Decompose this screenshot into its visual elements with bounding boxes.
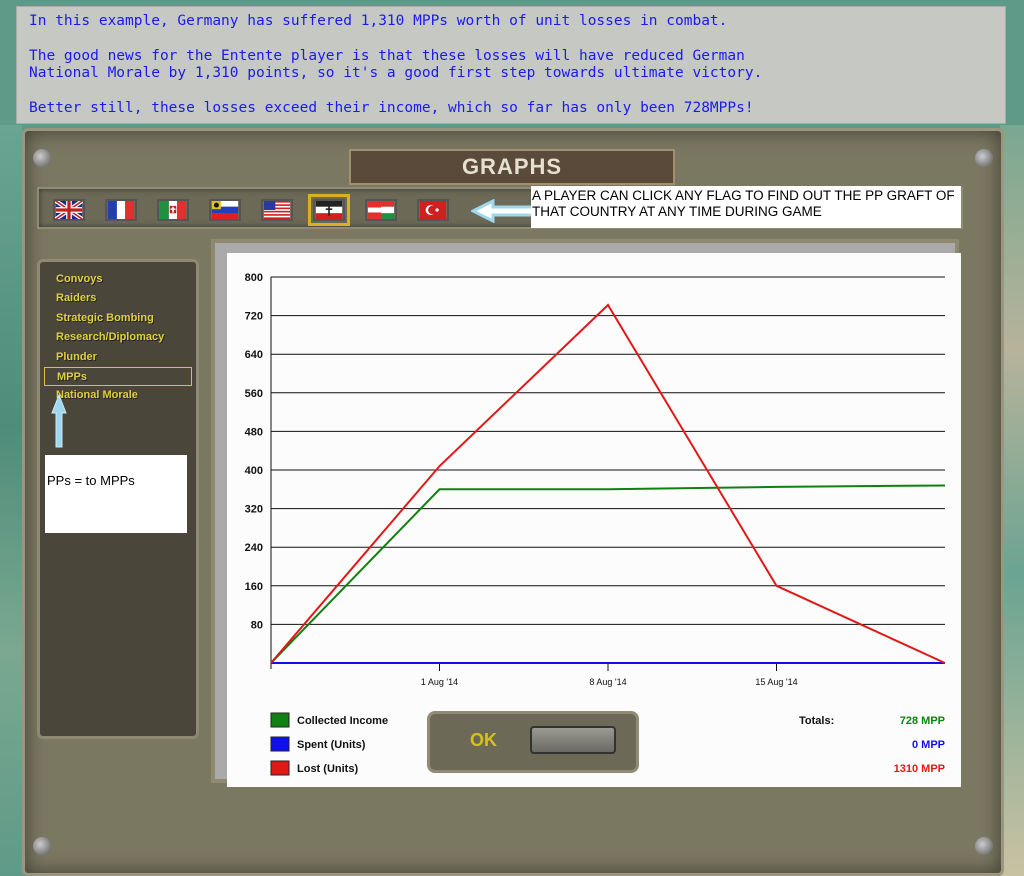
sidebar-item-strategic-bombing[interactable]: Strategic Bombing <box>56 311 154 324</box>
y-tick-label: 160 <box>245 581 263 593</box>
germany-flag[interactable] <box>308 194 350 226</box>
y-tick-label: 560 <box>245 388 263 400</box>
series-line-collected-income <box>270 484 946 664</box>
y-tick-label: 400 <box>245 465 263 477</box>
y-tick-label: 720 <box>245 311 263 323</box>
x-tick-label: 15 Aug '14 <box>755 677 797 687</box>
legend-label: Spent (Units) <box>297 739 366 751</box>
rivet-icon <box>975 837 993 855</box>
ok-panel: OK <box>427 711 639 773</box>
sidebar-item-mpps[interactable]: MPPs <box>44 366 192 387</box>
tutorial-note: In this example, Germany has suffered 1,… <box>16 6 1006 124</box>
graphs-dialog: GRAPHS A PLAYER CAN CLICK ANY FLAG TO FI… <box>22 128 1004 876</box>
y-tick-label: 240 <box>245 542 263 554</box>
legend-swatch <box>270 760 290 776</box>
ottoman-flag[interactable] <box>417 199 449 221</box>
italy-flag[interactable] <box>157 199 189 221</box>
map-background-right <box>1000 125 1024 876</box>
y-tick-label: 480 <box>245 426 263 438</box>
map-background-left <box>0 125 22 876</box>
rivet-icon <box>33 837 51 855</box>
pps-note: PPs = to MPPs <box>45 455 187 533</box>
legend-label: Lost (Units) <box>297 763 358 775</box>
y-tick-label: 320 <box>245 504 263 516</box>
sidebar-item-plunder[interactable]: Plunder <box>56 350 97 363</box>
note-line: In this example, Germany has suffered 1,… <box>29 13 728 29</box>
arrow-left-icon <box>471 199 539 223</box>
mpp-line-chart: 80 160 240 320 400 480 560 640 720 800 1 Aug '14 8 … <box>227 253 961 787</box>
chart-frame: 80 160 240 320 400 480 560 640 720 800 1 Aug '14 8 … <box>211 239 961 787</box>
x-tick-label: 8 Aug '14 <box>589 677 626 687</box>
ok-button-plate[interactable] <box>530 726 616 754</box>
legend-swatch <box>270 736 290 752</box>
series-line-lost-units- <box>270 303 946 664</box>
sidebar-item-national-morale[interactable]: National Morale <box>56 389 138 402</box>
y-tick-label: 800 <box>245 272 263 284</box>
note-line: The good news for the Entente player is … <box>29 47 763 82</box>
note-line: Better still, these losses exceed their … <box>29 99 754 116</box>
france-flag[interactable] <box>105 199 137 221</box>
uk-flag[interactable] <box>53 199 85 221</box>
dialog-title: GRAPHS <box>349 149 675 185</box>
totals-label: Totals: <box>799 715 834 727</box>
ok-button[interactable]: OK <box>470 730 497 750</box>
usa-flag[interactable] <box>261 199 293 221</box>
sidebar-item-research-diplomacy[interactable]: Research/Diplomacy <box>56 331 165 344</box>
legend-label: Collected Income <box>297 715 388 727</box>
flag-callout: A PLAYER CAN CLICK ANY FLAG TO FIND OUT … <box>531 186 961 228</box>
series-total: 1310 MPP <box>894 763 945 775</box>
rivet-icon <box>33 149 51 167</box>
x-tick-label: 1 Aug '14 <box>421 677 458 687</box>
russia-flag[interactable] <box>209 199 241 221</box>
y-tick-label: 640 <box>245 349 263 361</box>
series-total: 0 MPP <box>912 739 945 751</box>
sidebar-item-convoys[interactable]: Convoys <box>56 273 103 285</box>
legend-swatch <box>270 712 290 728</box>
arrow-up-icon <box>51 393 67 448</box>
austria-hungary-flag[interactable] <box>365 199 397 221</box>
series-total: 728 MPP <box>900 715 945 727</box>
sidebar-item-raiders[interactable]: Raiders <box>56 292 97 305</box>
rivet-icon <box>975 149 993 167</box>
y-tick-label: 80 <box>251 619 263 631</box>
